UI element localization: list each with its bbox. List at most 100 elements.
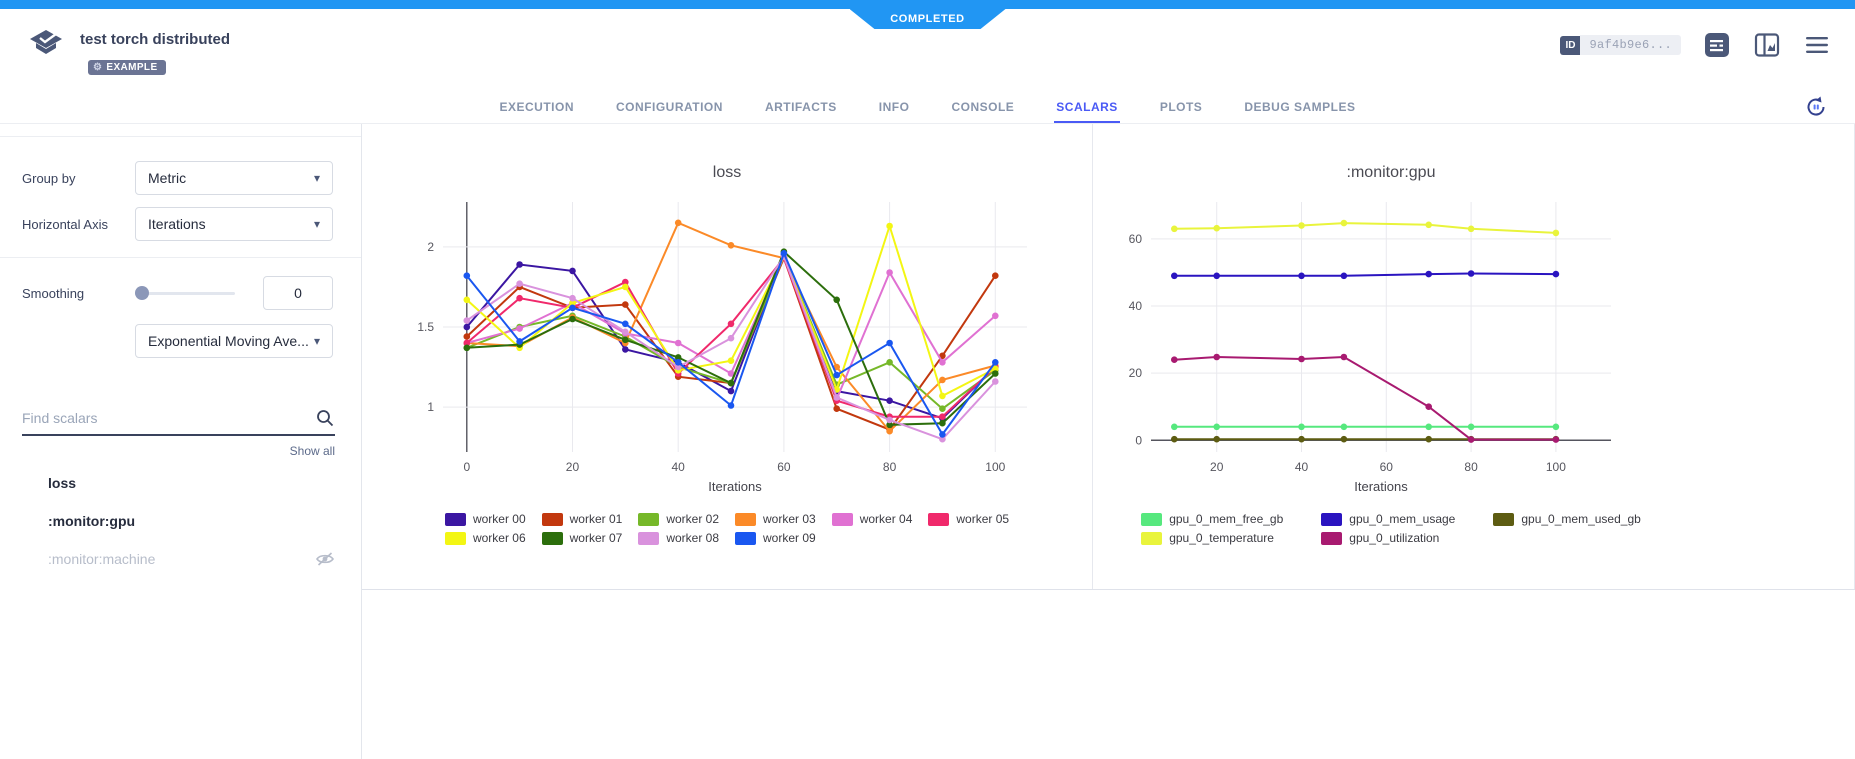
show-all-link[interactable]: Show all	[289, 444, 335, 458]
gpu-chart-plot[interactable]: 20 40 60 80 100 0 20 40 60 Iterations	[1111, 194, 1671, 500]
id-chip: ID	[1560, 35, 1581, 55]
svg-text:Iterations: Iterations	[708, 479, 762, 494]
split-view-button[interactable]	[1753, 31, 1781, 59]
legend-swatch	[1321, 531, 1343, 545]
scalar-item-monitor-machine[interactable]: :monitor:machine	[0, 540, 361, 578]
tab-plots[interactable]: PLOTS	[1159, 99, 1203, 114]
details-icon	[1705, 33, 1729, 57]
legend-label: worker 04	[859, 512, 913, 526]
legend-item[interactable]: worker 02	[638, 512, 719, 526]
auto-refresh-button[interactable]	[1799, 90, 1833, 123]
legend-label: worker 06	[472, 531, 526, 545]
svg-text:60: 60	[777, 460, 791, 474]
chevron-down-icon: ▾	[313, 334, 320, 348]
svg-text:20: 20	[566, 460, 580, 474]
top-status-bar	[0, 0, 1855, 9]
hamburger-menu-icon	[1806, 37, 1828, 53]
experiment-id-value[interactable]: 9af4b9e6...	[1580, 35, 1681, 55]
svg-text:40: 40	[1295, 460, 1309, 474]
legend-label: worker 07	[569, 531, 623, 545]
horizontal-axis-label: Horizontal Axis	[22, 216, 108, 232]
sidebar-divider	[0, 257, 361, 258]
svg-text:80: 80	[1464, 460, 1478, 474]
svg-text:60: 60	[1380, 460, 1394, 474]
scalar-label: :monitor:gpu	[48, 513, 136, 529]
legend-label: worker 09	[763, 531, 816, 545]
legend-label: gpu_0_mem_used_gb	[1521, 512, 1641, 526]
svg-text:100: 100	[1546, 460, 1566, 474]
tab-artifacts[interactable]: ARTIFACTS	[764, 99, 837, 114]
chevron-down-icon: ▾	[313, 217, 320, 231]
smoothing-slider[interactable]	[135, 286, 235, 300]
tab-debug-samples[interactable]: DEBUG SAMPLES	[1244, 99, 1356, 114]
search-icon	[317, 410, 334, 427]
legend-label: worker 00	[472, 512, 526, 526]
chart-title: loss	[712, 164, 742, 181]
example-badge-label: EXAMPLE	[106, 62, 158, 73]
legend-item[interactable]: worker 09	[735, 531, 816, 545]
loss-chart-plot[interactable]: 0 20 40 60 80 100 1 1.5 2 Iterations	[397, 194, 1057, 500]
split-view-chart-icon	[1754, 33, 1780, 57]
search-input[interactable]	[22, 404, 335, 436]
smoothing-value-input[interactable]	[263, 276, 333, 310]
eye-slash-icon[interactable]	[315, 551, 335, 567]
slider-track	[135, 292, 235, 295]
tab-scalars[interactable]: SCALARS	[1054, 90, 1120, 123]
tab-execution[interactable]: EXECUTION	[499, 99, 574, 114]
svg-text:100: 100	[985, 460, 1005, 474]
scalar-label: loss	[48, 475, 77, 491]
legend-item[interactable]: worker 04	[831, 512, 913, 526]
legend-item[interactable]: worker 03	[735, 512, 816, 526]
legend-label: worker 03	[763, 512, 816, 526]
legend-item[interactable]: worker 01	[541, 512, 622, 526]
slider-thumb[interactable]	[135, 286, 149, 300]
scalar-label: :monitor:machine	[48, 551, 156, 567]
tab-info[interactable]: INFO	[878, 99, 910, 114]
legend-item[interactable]: gpu_0_mem_free_gb	[1141, 512, 1283, 526]
svg-text:40: 40	[672, 460, 686, 474]
legend-item[interactable]: worker 00	[444, 512, 526, 526]
legend-item[interactable]: worker 07	[541, 531, 623, 545]
legend-item[interactable]: gpu_0_mem_usage	[1321, 512, 1455, 526]
legend-swatch	[1321, 512, 1343, 526]
group-by-select[interactable]: Metric ▾	[135, 161, 333, 195]
gpu-chart-legend: gpu_0_mem_free_gb gpu_0_mem_usage gpu_0_me…	[1111, 512, 1671, 545]
group-by-value: Metric	[148, 170, 187, 186]
page-title: test torch distributed	[80, 31, 231, 48]
legend-swatch	[638, 512, 660, 526]
legend-item[interactable]: worker 06	[444, 531, 526, 545]
scalar-list: loss :monitor:gpu :monitor:machine	[0, 464, 361, 578]
svg-text:40: 40	[1129, 299, 1143, 313]
svg-text:80: 80	[883, 460, 897, 474]
legend-label: worker 08	[666, 531, 719, 545]
legend-label: worker 02	[666, 512, 719, 526]
legend-item[interactable]: worker 05	[928, 512, 1009, 526]
example-badge: ⚙ EXAMPLE	[88, 60, 166, 75]
legend-item[interactable]: gpu_0_mem_used_gb	[1493, 512, 1641, 526]
legend-swatch	[1141, 512, 1163, 526]
smoothing-method-select[interactable]: Exponential Moving Ave... ▾	[135, 324, 333, 358]
content-area: Group by Metric ▾ Horizontal Axis Iterat…	[0, 123, 1855, 759]
menu-button[interactable]	[1803, 31, 1831, 59]
tab-console[interactable]: CONSOLE	[951, 99, 1015, 114]
legend-swatch	[928, 512, 950, 526]
scalar-item-loss[interactable]: loss	[0, 464, 361, 502]
svg-text:60: 60	[1129, 232, 1143, 246]
legend-item[interactable]: worker 08	[638, 531, 719, 545]
svg-text:0: 0	[1135, 433, 1142, 447]
legend-swatch	[831, 512, 853, 526]
smoothing-method-value: Exponential Moving Ave...	[148, 333, 309, 349]
status-label: COMPLETED	[890, 13, 965, 25]
loss-chart-card: loss 0 20 40 60 80 100 1 1.5 2 Iterations worker …	[362, 124, 1093, 589]
group-by-label: Group by	[22, 170, 76, 186]
legend-swatch	[638, 531, 660, 545]
legend-label: gpu_0_temperature	[1169, 531, 1274, 545]
horizontal-axis-select[interactable]: Iterations ▾	[135, 207, 333, 241]
experiment-icon	[30, 30, 62, 54]
tab-configuration[interactable]: CONFIGURATION	[616, 99, 723, 114]
legend-item[interactable]: gpu_0_utilization	[1321, 531, 1455, 545]
legend-item[interactable]: gpu_0_temperature	[1141, 531, 1283, 545]
legend-swatch	[1141, 531, 1163, 545]
details-panel-button[interactable]	[1703, 31, 1731, 59]
scalar-item-monitor-gpu[interactable]: :monitor:gpu	[0, 502, 361, 540]
